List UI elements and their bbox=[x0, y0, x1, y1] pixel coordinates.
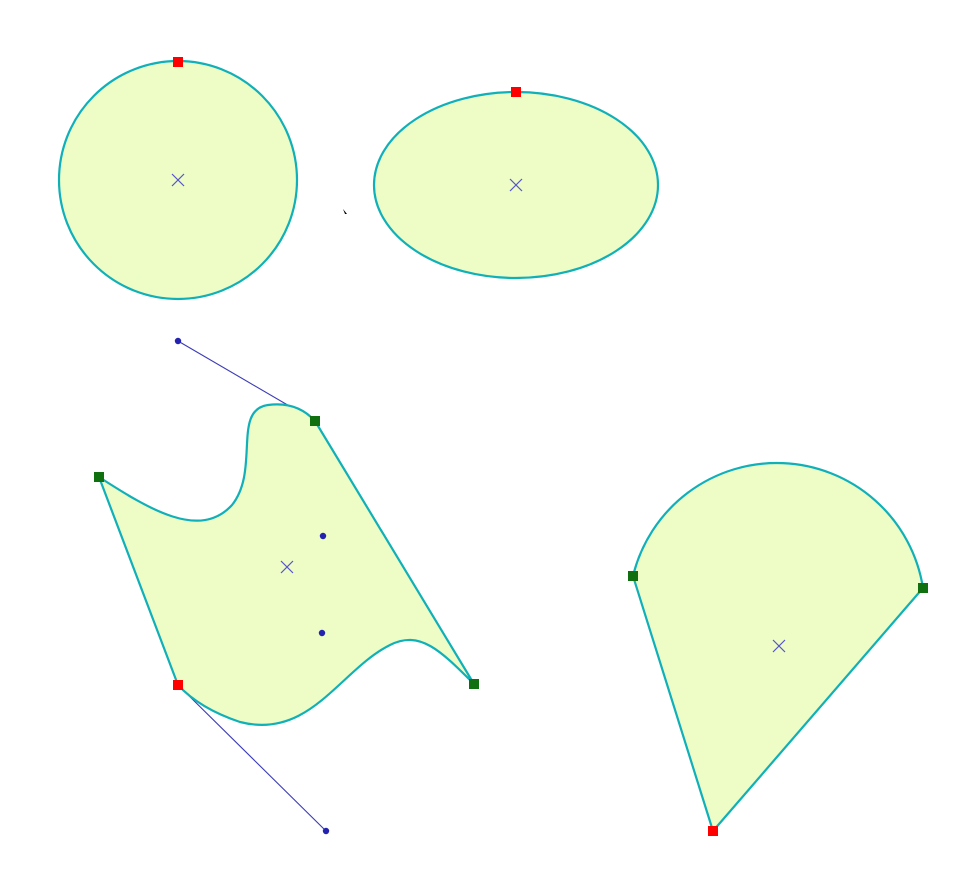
circle-shape[interactable] bbox=[59, 57, 297, 299]
bezier-node-right[interactable] bbox=[469, 679, 479, 689]
pie-segment-shape[interactable] bbox=[628, 463, 928, 836]
control-handle-dot[interactable] bbox=[323, 828, 329, 834]
circle-top-node[interactable] bbox=[173, 57, 183, 67]
pie-node-right[interactable] bbox=[918, 583, 928, 593]
control-handle-dot[interactable] bbox=[175, 338, 181, 344]
bezier-node-top[interactable] bbox=[310, 416, 320, 426]
pie-node-left[interactable] bbox=[628, 571, 638, 581]
bezier-node-bottom[interactable] bbox=[173, 680, 183, 690]
bezier-node-left[interactable] bbox=[94, 472, 104, 482]
bezier-body[interactable] bbox=[99, 404, 474, 725]
ellipse-top-node[interactable] bbox=[511, 87, 521, 97]
mouse-cursor-icon bbox=[343, 209, 347, 214]
ellipse-shape[interactable] bbox=[374, 87, 658, 278]
pie-node-bottom[interactable] bbox=[708, 826, 718, 836]
control-handle-dot[interactable] bbox=[319, 630, 325, 636]
bezier-shape[interactable] bbox=[94, 338, 479, 834]
control-handle-dot[interactable] bbox=[320, 533, 326, 539]
